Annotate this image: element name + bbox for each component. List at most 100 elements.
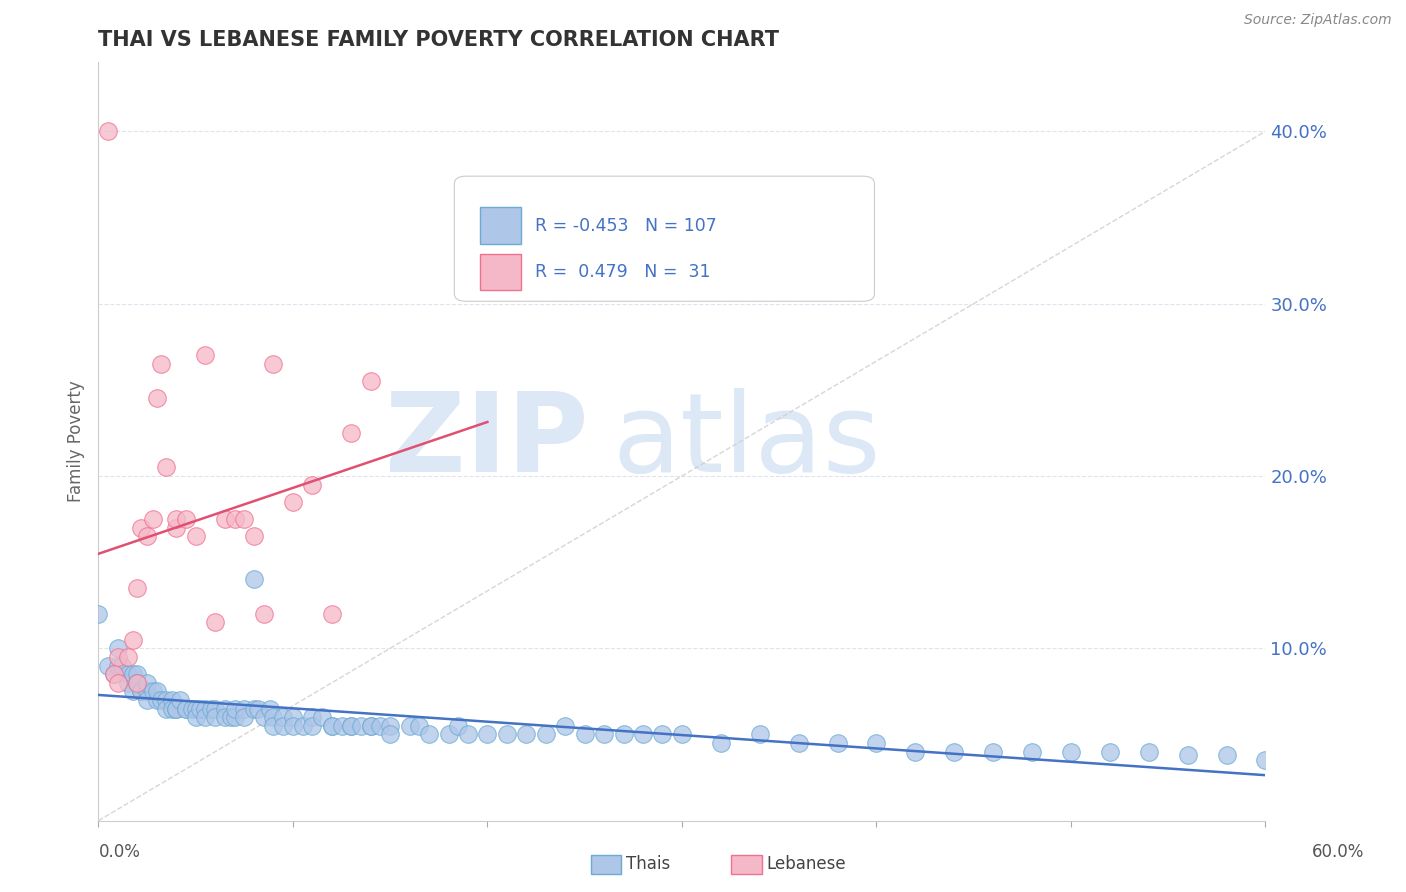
Point <box>408 719 430 733</box>
Point <box>122 684 145 698</box>
Point <box>129 684 152 698</box>
Point <box>360 374 382 388</box>
Point <box>149 693 172 707</box>
Point <box>214 512 236 526</box>
Point <box>174 512 197 526</box>
Text: Lebanese: Lebanese <box>766 855 846 873</box>
Point <box>1021 745 1043 759</box>
Text: Thais: Thais <box>626 855 669 873</box>
Point <box>671 727 693 741</box>
Point <box>127 581 149 595</box>
Text: Source: ZipAtlas.com: Source: ZipAtlas.com <box>1244 13 1392 28</box>
Text: R =  0.479   N =  31: R = 0.479 N = 31 <box>534 263 710 281</box>
Point <box>321 719 343 733</box>
Point <box>253 607 276 621</box>
Point <box>233 710 256 724</box>
Point <box>865 736 887 750</box>
Point <box>87 607 110 621</box>
Point <box>281 495 304 509</box>
Point <box>174 701 197 715</box>
Point <box>1098 745 1121 759</box>
Point <box>651 727 673 741</box>
Point <box>243 529 266 543</box>
Point <box>146 693 169 707</box>
Point <box>97 658 120 673</box>
Point <box>271 710 294 724</box>
Text: atlas: atlas <box>612 388 880 495</box>
Point <box>194 701 217 715</box>
Point <box>262 710 284 724</box>
Point <box>380 727 402 741</box>
Text: ZIP: ZIP <box>385 388 589 495</box>
Point <box>103 667 125 681</box>
Point <box>165 701 187 715</box>
Point <box>271 719 294 733</box>
Point <box>165 521 187 535</box>
Point <box>243 573 266 587</box>
Point <box>224 701 246 715</box>
Text: THAI VS LEBANESE FAMILY POVERTY CORRELATION CHART: THAI VS LEBANESE FAMILY POVERTY CORRELAT… <box>98 29 779 50</box>
Point <box>457 727 479 741</box>
Point <box>301 477 323 491</box>
Point <box>169 693 191 707</box>
Point <box>111 658 134 673</box>
FancyBboxPatch shape <box>479 207 520 244</box>
Point <box>574 727 596 741</box>
Point <box>281 719 304 733</box>
Point <box>162 693 184 707</box>
Point <box>827 736 849 750</box>
Point <box>155 460 177 475</box>
Point <box>515 727 537 741</box>
Point <box>398 719 420 733</box>
Point <box>981 745 1004 759</box>
Point <box>204 710 226 724</box>
Point <box>162 701 184 715</box>
Point <box>447 719 470 733</box>
Point <box>117 675 139 690</box>
Point <box>321 719 343 733</box>
Point <box>129 684 152 698</box>
Point <box>149 357 172 371</box>
Point <box>194 710 217 724</box>
Point <box>184 529 207 543</box>
Point <box>330 719 353 733</box>
Point <box>136 684 159 698</box>
Point <box>301 710 323 724</box>
Point <box>122 632 145 647</box>
Point <box>136 675 159 690</box>
Point <box>1137 745 1160 759</box>
Point <box>224 710 246 724</box>
Point <box>291 719 314 733</box>
Point <box>122 667 145 681</box>
Point <box>710 736 733 750</box>
Point <box>281 710 304 724</box>
Point <box>534 727 557 741</box>
Point <box>253 710 276 724</box>
Point <box>146 392 169 406</box>
Point <box>350 719 373 733</box>
Point <box>214 701 236 715</box>
Point <box>127 675 149 690</box>
Point <box>200 701 222 715</box>
Point <box>180 701 202 715</box>
Point <box>477 727 499 741</box>
Text: 60.0%: 60.0% <box>1312 843 1364 861</box>
Point <box>593 727 616 741</box>
Text: R = -0.453   N = 107: R = -0.453 N = 107 <box>534 217 717 235</box>
Point <box>233 512 256 526</box>
Point <box>613 727 636 741</box>
Point <box>184 701 207 715</box>
Point <box>1254 753 1277 767</box>
Point <box>360 719 382 733</box>
Point <box>194 348 217 362</box>
Point <box>219 710 242 724</box>
Point <box>107 658 129 673</box>
Point <box>155 693 177 707</box>
Point <box>127 667 149 681</box>
Point <box>787 736 810 750</box>
Point <box>117 667 139 681</box>
Point <box>262 357 284 371</box>
Point <box>311 710 333 724</box>
Point <box>1215 748 1237 763</box>
Point <box>360 719 382 733</box>
